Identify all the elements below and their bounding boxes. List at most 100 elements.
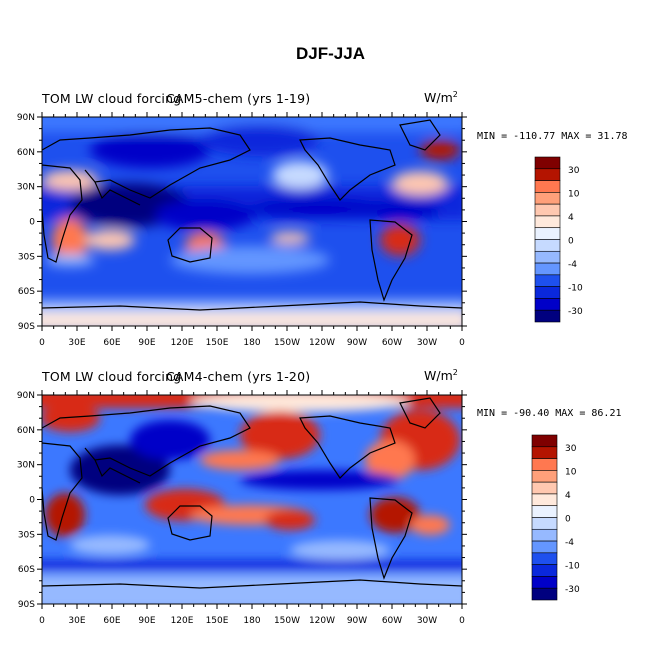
colorbar-box	[534, 298, 561, 311]
y-tick-label: 0	[29, 218, 35, 228]
panel-1-minmax: MIN = -110.77 MAX = 31.78	[477, 131, 628, 142]
colorbar-box	[534, 274, 561, 287]
colorbar-box	[534, 156, 561, 170]
x-tick-label: 30W	[417, 338, 437, 348]
x-tick-label: 0	[39, 338, 45, 348]
colorbar-box	[531, 458, 558, 471]
panel-2-model-title: CAM4-chem (yrs 1-20)	[166, 369, 311, 384]
x-tick-label: 120W	[309, 338, 335, 348]
x-tick-label: 60E	[103, 338, 120, 348]
panel-1-map	[41, 116, 463, 327]
x-tick-label: 0	[39, 616, 45, 626]
colorbar-box	[531, 493, 558, 507]
x-tick-label: 60W	[382, 616, 402, 626]
colorbar-label: -10	[565, 562, 580, 572]
panel-1-left-title: TOM LW cloud forcing	[42, 91, 182, 106]
panel-1-units-base: W/m	[424, 90, 453, 106]
colorbar-label: 30	[568, 166, 580, 176]
y-tick-label: 90S	[18, 600, 35, 610]
y-tick-label: 90N	[17, 391, 35, 401]
x-tick-label: 120E	[171, 338, 194, 348]
colorbar-label: -4	[568, 260, 577, 270]
x-tick-label: 0	[459, 616, 465, 626]
x-tick-label: 60W	[382, 338, 402, 348]
colorbar-box	[534, 262, 561, 276]
y-tick-label: 60N	[17, 426, 35, 436]
axes-layer: 0 30E 60E 90E 120E 150E 180 150W 120W 90W 60W 30W 09…	[17, 112, 467, 626]
panel-1-coastlines	[42, 119, 462, 311]
x-tick-label: 150E	[206, 616, 229, 626]
x-tick-label: 150E	[206, 338, 229, 348]
y-tick-label: 90N	[17, 113, 35, 123]
y-tick-label: 0	[29, 496, 35, 506]
panel-2-left-title: TOM LW cloud forcing	[42, 369, 182, 384]
colorbar-box	[531, 540, 558, 554]
colorbar-box	[534, 227, 561, 240]
colorbar-box	[534, 250, 561, 264]
colorbar-box	[531, 576, 558, 589]
colorbar-box	[534, 215, 561, 229]
x-tick-label: 30E	[68, 616, 85, 626]
y-tick-label: 30N	[17, 461, 35, 471]
colorbar-label: -10	[568, 284, 583, 294]
x-tick-label: 60E	[103, 616, 120, 626]
colorbar-label: 0	[565, 515, 571, 525]
y-tick-label: 60S	[18, 287, 35, 297]
y-tick-label: 60S	[18, 565, 35, 575]
colorbar-label: 10	[568, 189, 580, 199]
x-tick-label: 0	[459, 338, 465, 348]
colorbar-box	[534, 309, 561, 323]
y-tick-label: 30S	[18, 530, 35, 540]
colorbar-box	[534, 168, 561, 181]
colorbar-box	[534, 286, 561, 299]
colorbars-layer: 30 10 4 0 -4 -10 -30 30 10 4 0 -4 -10 -30	[531, 156, 583, 601]
panel-2-map	[41, 394, 463, 605]
colorbar-label: 10	[565, 467, 577, 477]
x-tick-label: 90E	[138, 616, 155, 626]
colorbar-label: 4	[568, 213, 574, 223]
x-tick-label: 30W	[417, 616, 437, 626]
x-tick-label: 180	[243, 338, 260, 348]
colorbar-box	[531, 481, 558, 495]
colorbar-box	[531, 528, 558, 542]
panel-2-minmax: MIN = -90.40 MAX = 86.21	[477, 408, 622, 419]
colorbar-label: 4	[565, 491, 571, 501]
panel-1-model-title: CAM5-chem (yrs 1-19)	[166, 91, 311, 106]
x-tick-label: 90E	[138, 338, 155, 348]
colorbar-label: -30	[568, 307, 583, 317]
colorbar-box	[531, 552, 558, 565]
panel-2-coastlines	[42, 397, 462, 589]
panel-1-field	[42, 117, 462, 326]
x-tick-label: 120E	[171, 616, 194, 626]
panel-2-units-exp: 2	[452, 368, 458, 377]
x-tick-label: 90W	[347, 616, 367, 626]
colorbar-box	[534, 239, 561, 252]
colorbar-box	[531, 505, 558, 518]
x-tick-label: 180	[243, 616, 260, 626]
panel-1-units-exp: 2	[452, 90, 458, 99]
colorbar-box	[534, 203, 561, 217]
colorbar-label: 0	[568, 237, 574, 247]
colorbar-box	[531, 446, 558, 459]
figure-title: DJF-JJA	[296, 44, 365, 63]
panel-1-units: W/m2	[424, 90, 458, 105]
panel-2-units: W/m2	[424, 368, 458, 383]
panel-2-units-base: W/m	[424, 368, 453, 384]
colorbar-box	[531, 587, 558, 601]
colorbar-box	[534, 180, 561, 193]
colorbar-label: 30	[565, 444, 577, 454]
colorbar-box	[531, 434, 558, 448]
colorbar-label: -30	[565, 585, 580, 595]
x-tick-label: 120W	[309, 616, 335, 626]
y-tick-label: 30S	[18, 252, 35, 262]
y-tick-label: 90S	[18, 322, 35, 332]
x-tick-label: 90W	[347, 338, 367, 348]
x-tick-label: 30E	[68, 338, 85, 348]
colorbar-box	[531, 517, 558, 530]
panel-2-field	[42, 395, 462, 604]
x-tick-label: 150W	[274, 616, 300, 626]
colorbar-label: -4	[565, 538, 574, 548]
y-tick-label: 30N	[17, 183, 35, 193]
y-tick-label: 60N	[17, 148, 35, 158]
